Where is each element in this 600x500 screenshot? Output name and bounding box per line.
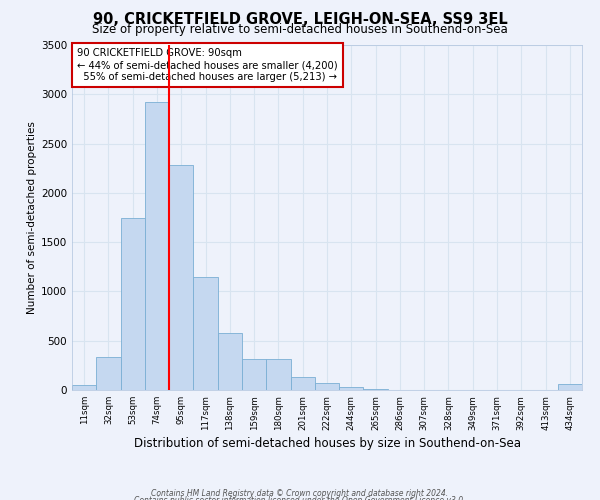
Text: Size of property relative to semi-detached houses in Southend-on-Sea: Size of property relative to semi-detach…	[92, 22, 508, 36]
Bar	[218, 333, 242, 390]
Bar	[266, 360, 290, 390]
Bar	[364, 389, 388, 390]
Bar	[96, 358, 121, 390]
Y-axis label: Number of semi-detached properties: Number of semi-detached properties	[27, 121, 37, 314]
Text: 90 CRICKETFIELD GROVE: 90sqm
← 44% of semi-detached houses are smaller (4,200)
 : 90 CRICKETFIELD GROVE: 90sqm ← 44% of se…	[77, 48, 338, 82]
Bar	[242, 360, 266, 390]
Bar	[169, 166, 193, 390]
Text: Contains public sector information licensed under the Open Government Licence v3: Contains public sector information licen…	[134, 496, 466, 500]
Bar	[315, 383, 339, 390]
Text: 90, CRICKETFIELD GROVE, LEIGH-ON-SEA, SS9 3EL: 90, CRICKETFIELD GROVE, LEIGH-ON-SEA, SS…	[92, 12, 508, 28]
Bar	[121, 218, 145, 390]
Bar	[145, 102, 169, 390]
Bar	[339, 387, 364, 390]
Bar	[72, 385, 96, 390]
Bar	[290, 377, 315, 390]
X-axis label: Distribution of semi-detached houses by size in Southend-on-Sea: Distribution of semi-detached houses by …	[133, 436, 521, 450]
Bar	[558, 384, 582, 390]
Text: Contains HM Land Registry data © Crown copyright and database right 2024.: Contains HM Land Registry data © Crown c…	[151, 488, 449, 498]
Bar	[193, 276, 218, 390]
